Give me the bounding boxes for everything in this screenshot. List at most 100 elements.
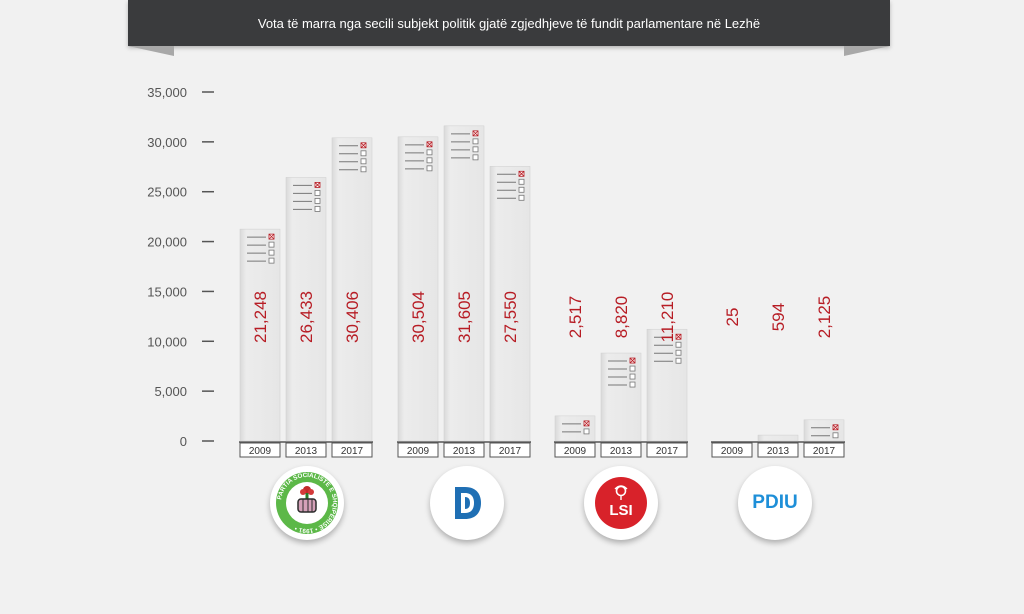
- x-tick-box: [443, 442, 485, 458]
- ballot-checkbox: [518, 178, 525, 185]
- x-tick-box: [285, 442, 327, 458]
- ballot-checkbox: [675, 349, 682, 356]
- bar: [239, 228, 281, 442]
- y-tick-label: 30,000: [147, 135, 187, 150]
- ballot-checkbox: [675, 357, 682, 364]
- ballot-check-mark: [268, 233, 275, 240]
- lsi-logo-emblem: LSI: [595, 477, 647, 529]
- bar: [646, 328, 688, 442]
- bar: [554, 415, 596, 442]
- bar: [443, 125, 485, 442]
- ballot-checkbox: [360, 166, 367, 173]
- ballot-checkbox: [426, 165, 433, 172]
- ballot-check-mark: [426, 141, 433, 148]
- ballot-checkbox: [360, 158, 367, 165]
- x-tick-box: [239, 442, 281, 458]
- pd-logo-icon: [455, 487, 481, 519]
- lsi-logo: LSI: [584, 466, 658, 540]
- ballot-checkbox: [832, 432, 839, 439]
- data-label: 21,248: [251, 291, 270, 343]
- x-tick-label: 2009: [407, 446, 430, 457]
- y-tick-label: 35,000: [147, 85, 187, 100]
- ballot-checkbox: [675, 341, 682, 348]
- data-label: 2,517: [566, 296, 585, 339]
- x-tick-label: 2017: [656, 446, 679, 457]
- bar: [397, 136, 439, 442]
- ballot-checkbox: [472, 138, 479, 145]
- x-tick-box: [646, 442, 688, 458]
- bar: [285, 177, 327, 442]
- data-label: 31,605: [455, 291, 474, 343]
- ballot-checkbox: [629, 381, 636, 388]
- rose-icon: [614, 485, 628, 500]
- pdiu-logo: PDIU: [738, 466, 812, 540]
- ballot-checkbox: [629, 373, 636, 380]
- y-tick-label: 5,000: [154, 384, 187, 399]
- x-tick-box: [331, 442, 373, 458]
- ps-logo-emblem: PARTIA SOCIALISTE E SHQIPËRISË • 1991 •: [276, 472, 338, 534]
- ballot-check-mark: [314, 182, 321, 188]
- data-label: 2,125: [815, 296, 834, 339]
- banner-fold-left: [128, 46, 174, 56]
- ballot-checkbox: [314, 206, 321, 212]
- x-tick-label: 2009: [564, 446, 587, 457]
- ballot-checkbox: [472, 146, 479, 153]
- data-label: 11,210: [658, 292, 677, 343]
- x-tick-box: [397, 442, 439, 458]
- ballot-checkbox: [583, 428, 590, 435]
- x-tick-label: 2013: [295, 446, 318, 457]
- bar: [331, 137, 373, 442]
- lsi-logo-text: LSI: [609, 502, 632, 519]
- fist-icon: [297, 498, 317, 513]
- y-tick-label: 15,000: [147, 284, 187, 299]
- bar: [757, 434, 799, 442]
- ballot-check-mark: [472, 130, 479, 137]
- x-tick-label: 2009: [249, 446, 272, 457]
- chart-title: Vota të marra nga secili subjekt politik…: [257, 15, 761, 31]
- x-tick-label: 2017: [499, 446, 522, 457]
- ballot-check-mark: [360, 142, 367, 149]
- x-tick-label: 2009: [721, 446, 744, 457]
- banner-fold-right: [844, 46, 890, 56]
- ballot-check-mark: [675, 333, 682, 340]
- data-label: 594: [769, 303, 788, 331]
- x-tick-label: 2013: [767, 446, 790, 457]
- y-tick-label: 25,000: [147, 185, 187, 200]
- pdiu-logo-text: PDIU: [752, 492, 798, 513]
- ballot-checkbox: [314, 198, 321, 204]
- x-tick-box: [803, 442, 845, 458]
- pd-logo: [430, 466, 504, 540]
- chart-title-banner: Vota të marra nga secili subjekt politik…: [128, 0, 890, 46]
- data-label: 27,550: [501, 291, 520, 343]
- ballot-checkbox: [426, 149, 433, 156]
- ballot-checkbox: [268, 257, 275, 264]
- x-tick-label: 2017: [813, 446, 836, 457]
- x-tick-label: 2013: [610, 446, 633, 457]
- ballot-check-mark: [832, 424, 839, 431]
- x-tick-box: [600, 442, 642, 458]
- ps-logo: PARTIA SOCIALISTE E SHQIPËRISË • 1991 •: [270, 466, 344, 540]
- x-tick-label: 2013: [453, 446, 476, 457]
- ballot-checkbox: [314, 190, 321, 196]
- ballot-checkbox: [268, 249, 275, 256]
- ballot-checkbox: [268, 241, 275, 248]
- y-tick-label: 0: [180, 434, 187, 449]
- ballot-check-mark: [583, 420, 590, 427]
- y-tick-label: 10,000: [147, 334, 187, 349]
- x-tick-label: 2017: [341, 446, 364, 457]
- data-label: 30,504: [409, 291, 428, 343]
- data-label: 30,406: [343, 291, 362, 343]
- ballot-checkbox: [629, 365, 636, 372]
- x-tick-box: [711, 442, 753, 458]
- ballot-checkbox: [518, 194, 525, 201]
- x-tick-box: [757, 442, 799, 458]
- ballot-checkbox: [426, 157, 433, 164]
- ballot-checkbox: [518, 186, 525, 193]
- bar: [489, 166, 531, 442]
- x-tick-box: [489, 442, 531, 458]
- ballot-check-mark: [518, 171, 525, 177]
- y-tick-label: 20,000: [147, 235, 187, 250]
- x-tick-box: [554, 442, 596, 458]
- ballot-checkbox: [472, 154, 479, 161]
